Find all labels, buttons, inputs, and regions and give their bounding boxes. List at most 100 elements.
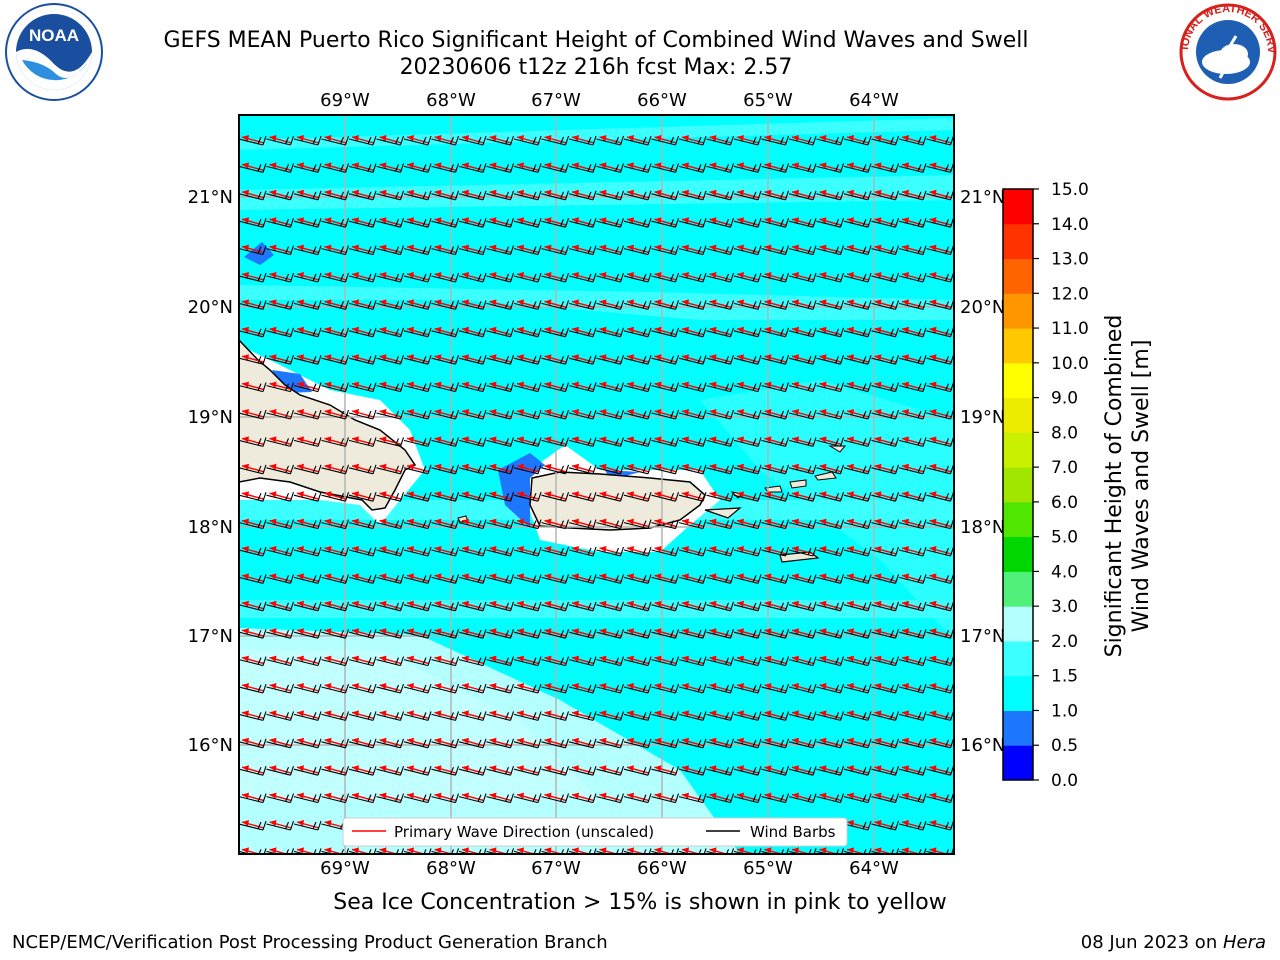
wind-barb — [541, 711, 570, 721]
wind-barb — [403, 519, 432, 530]
wave-direction-arrow — [709, 518, 732, 528]
wave-direction-arrow — [599, 244, 622, 254]
wave-direction-arrow — [764, 518, 787, 528]
wave-direction-arrow — [681, 491, 705, 500]
wind-barb — [513, 546, 542, 557]
wave-direction-arrow — [406, 600, 430, 610]
wind-barb — [513, 135, 542, 146]
wind-barb — [266, 683, 295, 694]
wind-barb — [733, 437, 762, 447]
wind-barb — [513, 218, 542, 228]
wind-barb — [843, 245, 872, 256]
wind-barb — [816, 574, 845, 584]
wind-barb — [486, 437, 515, 447]
wave-direction-arrow — [626, 491, 650, 500]
wind-barb — [348, 574, 377, 584]
wave-direction-arrow — [929, 737, 952, 747]
wave-direction-arrow — [626, 135, 650, 144]
wind-barb — [651, 848, 680, 854]
lat-label-right: 21°N — [960, 187, 1005, 208]
wave-direction-arrow — [709, 354, 732, 363]
wave-direction-arrow — [434, 326, 457, 336]
wave-direction-arrow — [544, 546, 567, 555]
wind-barb — [706, 437, 735, 447]
wind-barb — [788, 464, 817, 475]
sea-ice-caption: Sea Ice Concentration > 15% is shown in … — [333, 890, 947, 915]
wave-direction-arrow — [819, 710, 842, 720]
wave-direction-arrow — [544, 354, 567, 363]
wind-barb — [431, 355, 460, 365]
wind-barb — [596, 848, 625, 854]
wave-direction-arrow — [791, 381, 815, 391]
wave-direction-arrow — [654, 518, 677, 528]
colorbar-segment — [1003, 258, 1033, 294]
wind-barb — [458, 355, 487, 365]
wind-barb — [403, 546, 432, 557]
wave-direction-arrow — [791, 326, 815, 336]
wind-barb — [541, 793, 570, 804]
wave-direction-arrow — [324, 491, 347, 500]
wave-direction-arrow — [846, 847, 867, 854]
wave-direction-arrow — [434, 354, 457, 363]
wave-direction-arrow — [599, 272, 622, 281]
wind-barb — [568, 382, 597, 393]
wave-direction-arrow — [434, 546, 457, 555]
wave-direction-arrow — [406, 409, 430, 418]
wind-barb — [541, 464, 570, 475]
wind-barb — [348, 848, 377, 854]
wave-direction-arrow — [296, 600, 320, 610]
wind-barb — [321, 382, 350, 393]
wind-barb — [376, 464, 405, 475]
wind-barb — [513, 492, 542, 502]
wave-direction-arrow — [434, 710, 457, 720]
wave-direction-arrow — [929, 847, 950, 854]
wave-direction-arrow — [874, 354, 897, 363]
wind-barb — [678, 683, 707, 694]
wind-barb — [843, 820, 872, 831]
wave-direction-arrow — [599, 381, 622, 391]
wind-barb — [348, 355, 377, 365]
wind-barb — [376, 629, 405, 639]
wave-direction-arrow — [654, 189, 677, 199]
wave-direction-arrow — [901, 600, 925, 610]
wave-direction-arrow — [296, 354, 320, 363]
wave-direction-arrow — [654, 326, 677, 336]
wind-barb — [596, 629, 625, 639]
wave-direction-arrow — [461, 463, 485, 473]
wind-barb — [513, 683, 542, 694]
wave-direction-arrow — [571, 600, 595, 610]
wind-barb — [486, 492, 515, 502]
wind-barb — [788, 574, 817, 584]
wave-direction-arrow — [489, 436, 512, 446]
wave-direction-arrow — [406, 792, 430, 802]
wind-barb — [788, 492, 817, 502]
wave-direction-arrow — [351, 765, 375, 774]
wind-barb — [266, 355, 295, 365]
wind-barb — [403, 355, 432, 365]
wind-barb — [623, 656, 652, 667]
wind-barb — [623, 272, 652, 283]
wave-direction-arrow — [461, 217, 485, 226]
wind-barb — [843, 327, 872, 338]
wind-barb — [431, 546, 460, 557]
wave-direction-arrow — [489, 272, 512, 281]
wave-direction-arrow — [654, 847, 675, 854]
wave-direction-arrow — [874, 272, 897, 281]
wave-direction-arrow — [929, 272, 952, 281]
nws-logo: NATIONAL WEATHER SERVICE — [1176, 2, 1277, 101]
wave-direction-arrow — [654, 135, 677, 144]
wind-barb — [706, 355, 735, 365]
wind-barb — [623, 546, 652, 557]
wave-direction-arrow — [599, 737, 622, 747]
wind-barb — [321, 464, 350, 475]
wind-barb — [596, 218, 625, 228]
wave-direction-arrow — [489, 299, 512, 309]
wind-barb — [788, 848, 817, 854]
wind-barb — [568, 464, 597, 475]
wave-direction-arrow — [791, 272, 815, 281]
wave-direction-arrow — [874, 463, 897, 473]
wave-direction-arrow — [681, 354, 705, 363]
swell-band — [239, 600, 954, 618]
wind-barb — [651, 218, 680, 228]
wave-direction-arrow — [764, 600, 787, 610]
